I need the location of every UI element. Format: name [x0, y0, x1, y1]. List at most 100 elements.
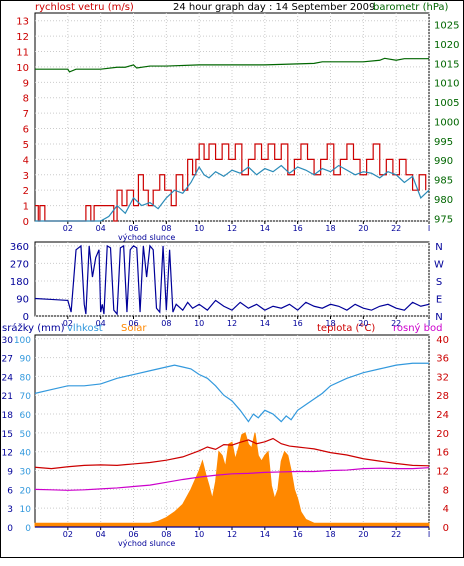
left-tick-label: 6 [23, 125, 29, 136]
x-tick-label: 06 [128, 530, 138, 539]
temp-tick-label: 16 [436, 448, 449, 459]
right-tick-label: 1015 [434, 59, 459, 70]
x-tick-label: 08 [161, 530, 171, 539]
temp-tick-label: 36 [436, 354, 449, 365]
rain-tick-label: 21 [2, 392, 13, 402]
humidity-tick-label: 90 [20, 355, 32, 365]
x-tick-label: 02 [63, 319, 73, 328]
left-tick-label: 12 [16, 32, 29, 43]
series-line-p3-0 [34, 362, 429, 423]
compass-label: E [436, 294, 442, 305]
sunrise-label-3: východ slunce [118, 539, 175, 548]
wind-speed-axis-label: rychlost vetru (m/s) [35, 2, 134, 13]
x-tick-label: 04 [96, 530, 106, 539]
left-tick-label: 0 [23, 217, 29, 228]
temp-tick-label: 8 [443, 485, 449, 496]
left-tick-label: 9 [23, 78, 29, 89]
right-tick-label: 1000 [434, 117, 459, 128]
left-tick-label: 10 [16, 63, 29, 74]
left-tick-label: 3 [23, 171, 29, 182]
x-tick-label: 16 [293, 224, 303, 233]
humidity-tick-label: 40 [20, 449, 32, 459]
compass-label: N [435, 242, 442, 253]
dewpoint-label: rosný bod [393, 322, 442, 334]
x-tick-label: 10 [194, 319, 204, 328]
rain-tick-label: 18 [2, 411, 14, 421]
x-tick-label: 14 [260, 530, 270, 539]
x-tick-label: 08 [161, 319, 171, 328]
humidity-tick-label: 70 [20, 392, 32, 402]
left-tick-label: 7 [23, 109, 29, 120]
x-tick-label: 16 [293, 319, 303, 328]
x-tick-label: 20 [358, 530, 368, 539]
series-line-2 [35, 57, 429, 73]
x-tick-label: 12 [227, 530, 237, 539]
x-tick-label: 20 [358, 319, 368, 328]
right-tick-label: 980 [434, 195, 453, 206]
right-tick-label: 1005 [434, 98, 459, 109]
x-tick-label: 10 [194, 224, 204, 233]
x-tick-label: 06 [128, 224, 138, 233]
right-tick-label: 985 [434, 176, 453, 187]
weather-chart-canvas: rychlost vetru (m/s) 24 hour graph day :… [2, 2, 460, 548]
x-tick-label: 10 [194, 530, 204, 539]
humidity-tick-label: 20 [20, 486, 32, 496]
temp-tick-label: 0 [443, 523, 449, 534]
rain-tick-label: 9 [7, 468, 13, 478]
x-tick-label: 06 [128, 319, 138, 328]
temperature-axis-label: teplota (°C) [317, 323, 375, 334]
x-tick-label: 18 [325, 319, 335, 328]
right-tick-label: 990 [434, 156, 453, 167]
rain-axis-label: srážky (mm) [2, 322, 65, 334]
plot-frame-1 [34, 12, 430, 222]
rain-tick-label: 24 [2, 373, 14, 383]
humidity-axis-label: vlhkost [67, 323, 103, 334]
series-line-1 [35, 164, 430, 222]
series-line-p3-3 [34, 467, 430, 491]
x-tick-label: 02 [63, 530, 73, 539]
x-tick-label: 04 [96, 319, 106, 328]
x-tick-label: I [428, 224, 430, 233]
temp-tick-label: 28 [436, 391, 449, 402]
x-tick-label: 04 [96, 224, 106, 233]
rain-tick-label: 6 [7, 486, 13, 496]
humidity-tick-label: 10 [20, 505, 32, 515]
rain-tick-label: 27 [2, 355, 13, 365]
temp-tick-label: 40 [436, 335, 449, 346]
wind-direction-line [34, 244, 430, 316]
left-tick-label: 13 [16, 17, 29, 28]
rain-tick-label: 3 [7, 505, 13, 515]
x-tick-label: 02 [63, 224, 73, 233]
temp-tick-label: 24 [436, 410, 449, 421]
direction-tick-label: 360 [10, 242, 29, 253]
barometer-axis-label: barometr (hPa) [373, 2, 449, 13]
direction-tick-label: 90 [16, 294, 29, 305]
left-tick-label: 5 [23, 140, 29, 151]
x-tick-label: 08 [161, 224, 171, 233]
right-tick-label: 995 [434, 137, 453, 148]
humidity-tick-label: 60 [20, 411, 32, 421]
compass-label: S [436, 277, 442, 288]
humidity-tick-label: 80 [20, 373, 32, 383]
rain-tick-label: 30 [2, 336, 14, 346]
x-tick-label: I [428, 530, 430, 539]
rain-tick-label: 0 [7, 524, 13, 534]
chart-title: 24 hour graph day : 14 September 2009 [173, 2, 375, 13]
x-tick-label: 14 [260, 224, 270, 233]
compass-label: N [435, 312, 442, 323]
humidity-tick-label: 30 [20, 468, 32, 478]
humidity-tick-label: 100 [14, 336, 31, 346]
x-tick-label: 16 [293, 530, 303, 539]
left-tick-label: 8 [23, 94, 29, 105]
rain-tick-label: 12 [2, 449, 13, 459]
x-tick-label: 12 [227, 224, 237, 233]
x-tick-label: 14 [260, 319, 270, 328]
left-tick-label: 1 [23, 202, 29, 213]
solar-area [34, 432, 430, 528]
temp-tick-label: 4 [443, 504, 449, 515]
right-tick-label: 1025 [434, 21, 459, 32]
direction-tick-label: 0 [23, 312, 29, 323]
rain-tick-label: 15 [2, 430, 13, 440]
series-line-p3-2 [34, 437, 430, 470]
